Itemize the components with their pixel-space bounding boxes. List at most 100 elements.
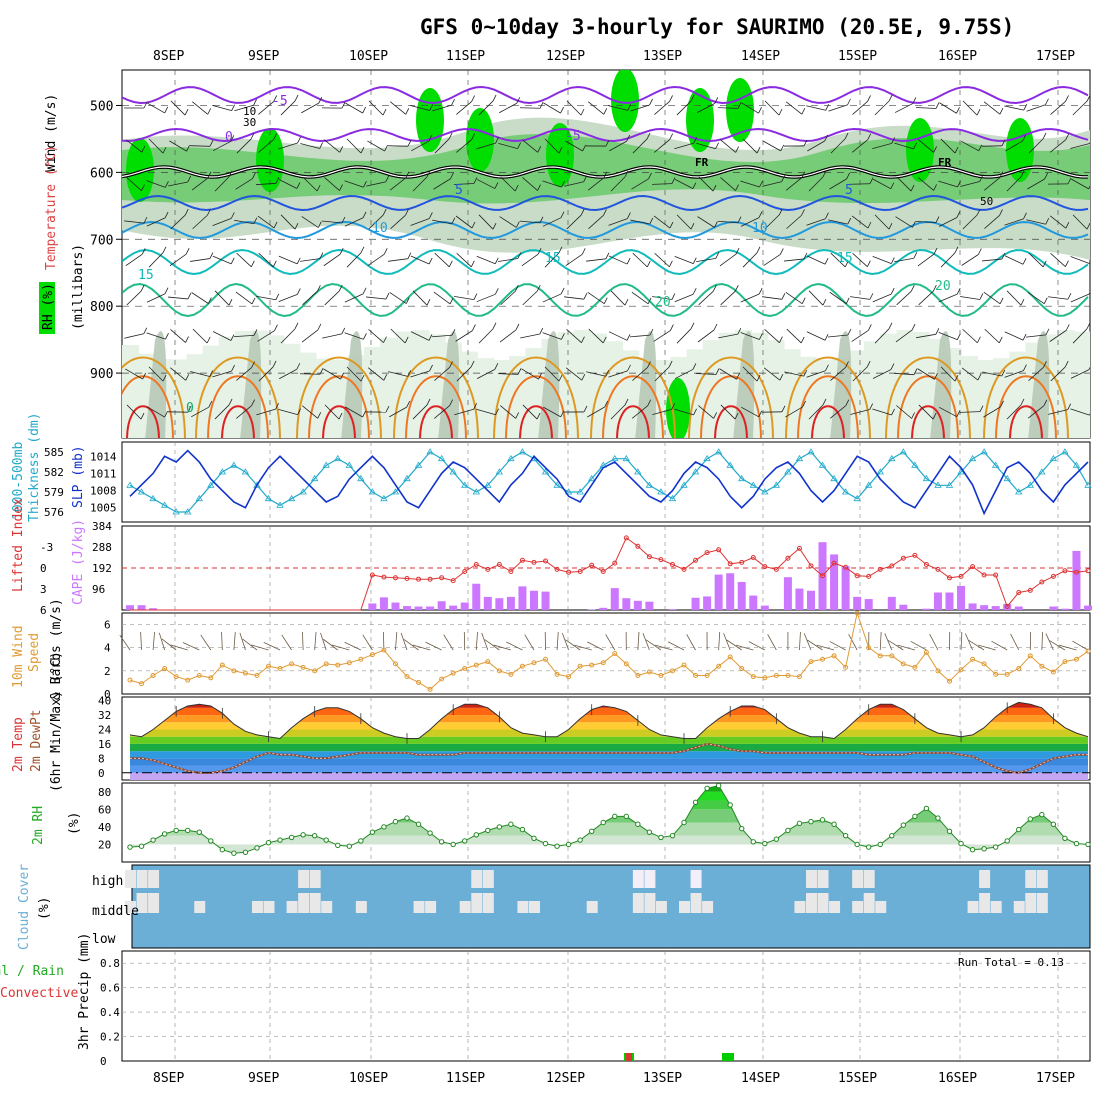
wind-barb bbox=[478, 328, 494, 344]
cloud-high-cell bbox=[125, 870, 136, 888]
rh-shade bbox=[509, 356, 527, 438]
rh-point bbox=[335, 842, 341, 849]
wind-barb-flag bbox=[912, 221, 916, 228]
wind-barb-flag bbox=[1065, 222, 1070, 229]
wind-barb-flag bbox=[605, 252, 610, 259]
wind-barb bbox=[873, 178, 891, 190]
wind-barb-flag bbox=[275, 402, 279, 410]
rh-point bbox=[323, 837, 329, 843]
run-total-label: Run Total = 0.13 bbox=[958, 956, 1064, 969]
wind-barb-flag bbox=[801, 171, 806, 178]
thickness-point bbox=[818, 461, 827, 468]
wind-speed-point bbox=[312, 668, 318, 674]
wind-barb bbox=[368, 214, 384, 230]
cape-bar bbox=[691, 597, 700, 610]
wind-barb bbox=[281, 634, 292, 651]
wind-barb-flag bbox=[888, 94, 893, 102]
wind-barb-flag bbox=[164, 106, 169, 114]
wind-barb bbox=[256, 408, 276, 416]
wind-barb bbox=[221, 631, 223, 651]
wind-barb bbox=[1028, 138, 1044, 154]
wind-barb-flag bbox=[208, 401, 213, 408]
wind-speed-point bbox=[773, 672, 779, 678]
lifted-index-point bbox=[669, 562, 675, 567]
rh-point bbox=[1004, 838, 1010, 844]
lifted-index-point bbox=[531, 559, 537, 565]
wind-barb bbox=[642, 633, 650, 651]
cape-bar bbox=[403, 606, 412, 610]
rh-shade bbox=[364, 346, 382, 438]
wind-barb bbox=[412, 644, 431, 651]
wind-barb bbox=[345, 406, 363, 418]
wind-barb bbox=[852, 139, 868, 153]
wind-barb bbox=[544, 138, 560, 154]
temperature-band bbox=[130, 743, 1088, 752]
wind-barb bbox=[961, 367, 979, 381]
wind-barb bbox=[828, 219, 848, 225]
isotherm-25 bbox=[393, 356, 479, 438]
wind-barb bbox=[544, 252, 560, 268]
rh-column bbox=[145, 331, 167, 438]
cloud-level-label: low bbox=[92, 932, 116, 947]
temperature-label: 10 bbox=[372, 221, 388, 236]
wind-barb-flag bbox=[669, 260, 673, 267]
wind-speed-point bbox=[219, 662, 225, 668]
wind-barb bbox=[192, 101, 208, 115]
wind-barb bbox=[148, 366, 164, 382]
wind-barb bbox=[412, 404, 428, 420]
wind-barb-flag bbox=[1043, 297, 1048, 304]
slp-line bbox=[129, 449, 1089, 516]
wind-barb-flag bbox=[275, 293, 280, 300]
rh-point bbox=[727, 802, 733, 808]
rh-shade bbox=[977, 359, 995, 438]
cape-bar bbox=[957, 585, 966, 610]
rh-tick-label: 40 bbox=[98, 821, 111, 834]
wind-barb-flag bbox=[846, 172, 850, 180]
wind-barb bbox=[432, 104, 452, 112]
wind-barb bbox=[895, 216, 913, 228]
cape-bar bbox=[945, 592, 954, 610]
wind-barb-flag bbox=[360, 374, 365, 382]
cloud-mid-cell bbox=[482, 893, 494, 913]
wind-barb bbox=[652, 409, 672, 415]
rh-point bbox=[219, 847, 226, 853]
y-tick-label: 600 bbox=[90, 166, 113, 181]
lifted-tick-label: -3 bbox=[40, 541, 53, 554]
wind-speed-point bbox=[727, 654, 733, 660]
wind-speed-point bbox=[693, 672, 699, 678]
isotherm-35 bbox=[714, 405, 748, 438]
cloud-mid-cell bbox=[632, 893, 644, 913]
thickness-point bbox=[714, 448, 723, 455]
wind-barb-flag bbox=[164, 211, 169, 219]
wind-barb-flag bbox=[581, 336, 585, 343]
lifted-index-point bbox=[416, 576, 422, 582]
wind-barb bbox=[346, 138, 362, 154]
wind-barb bbox=[695, 373, 717, 375]
wind-speed-point bbox=[462, 666, 468, 672]
wind-barb-flag bbox=[470, 360, 475, 368]
rh-column bbox=[830, 331, 852, 438]
cape-bar bbox=[391, 602, 400, 610]
wind-speed-point bbox=[266, 663, 272, 669]
cape-bar bbox=[633, 600, 642, 610]
cape-tick-label: 384 bbox=[92, 520, 112, 533]
wind-speed-point bbox=[404, 674, 410, 680]
wind-barb-flag bbox=[470, 260, 475, 267]
wind-barb-flag bbox=[867, 95, 871, 102]
cloud-high-cell bbox=[852, 870, 864, 888]
temperature-band bbox=[130, 772, 1088, 780]
cape-bar bbox=[980, 605, 989, 610]
wind-barb bbox=[233, 632, 236, 651]
wind-barb bbox=[366, 296, 386, 300]
wind-tick-label: 2 bbox=[104, 665, 111, 678]
wind-barb-flag bbox=[690, 94, 695, 102]
wind-barb bbox=[170, 100, 186, 116]
temperature-tick-label: 0 bbox=[98, 767, 105, 780]
wind-barb-flag bbox=[165, 181, 169, 188]
thickness-point bbox=[691, 468, 700, 475]
wind-speed-point bbox=[958, 667, 964, 673]
wind-barb bbox=[212, 255, 232, 265]
wind-barb-flag bbox=[536, 412, 541, 420]
wind-speed-point bbox=[231, 668, 237, 674]
wind-barb bbox=[236, 367, 252, 381]
